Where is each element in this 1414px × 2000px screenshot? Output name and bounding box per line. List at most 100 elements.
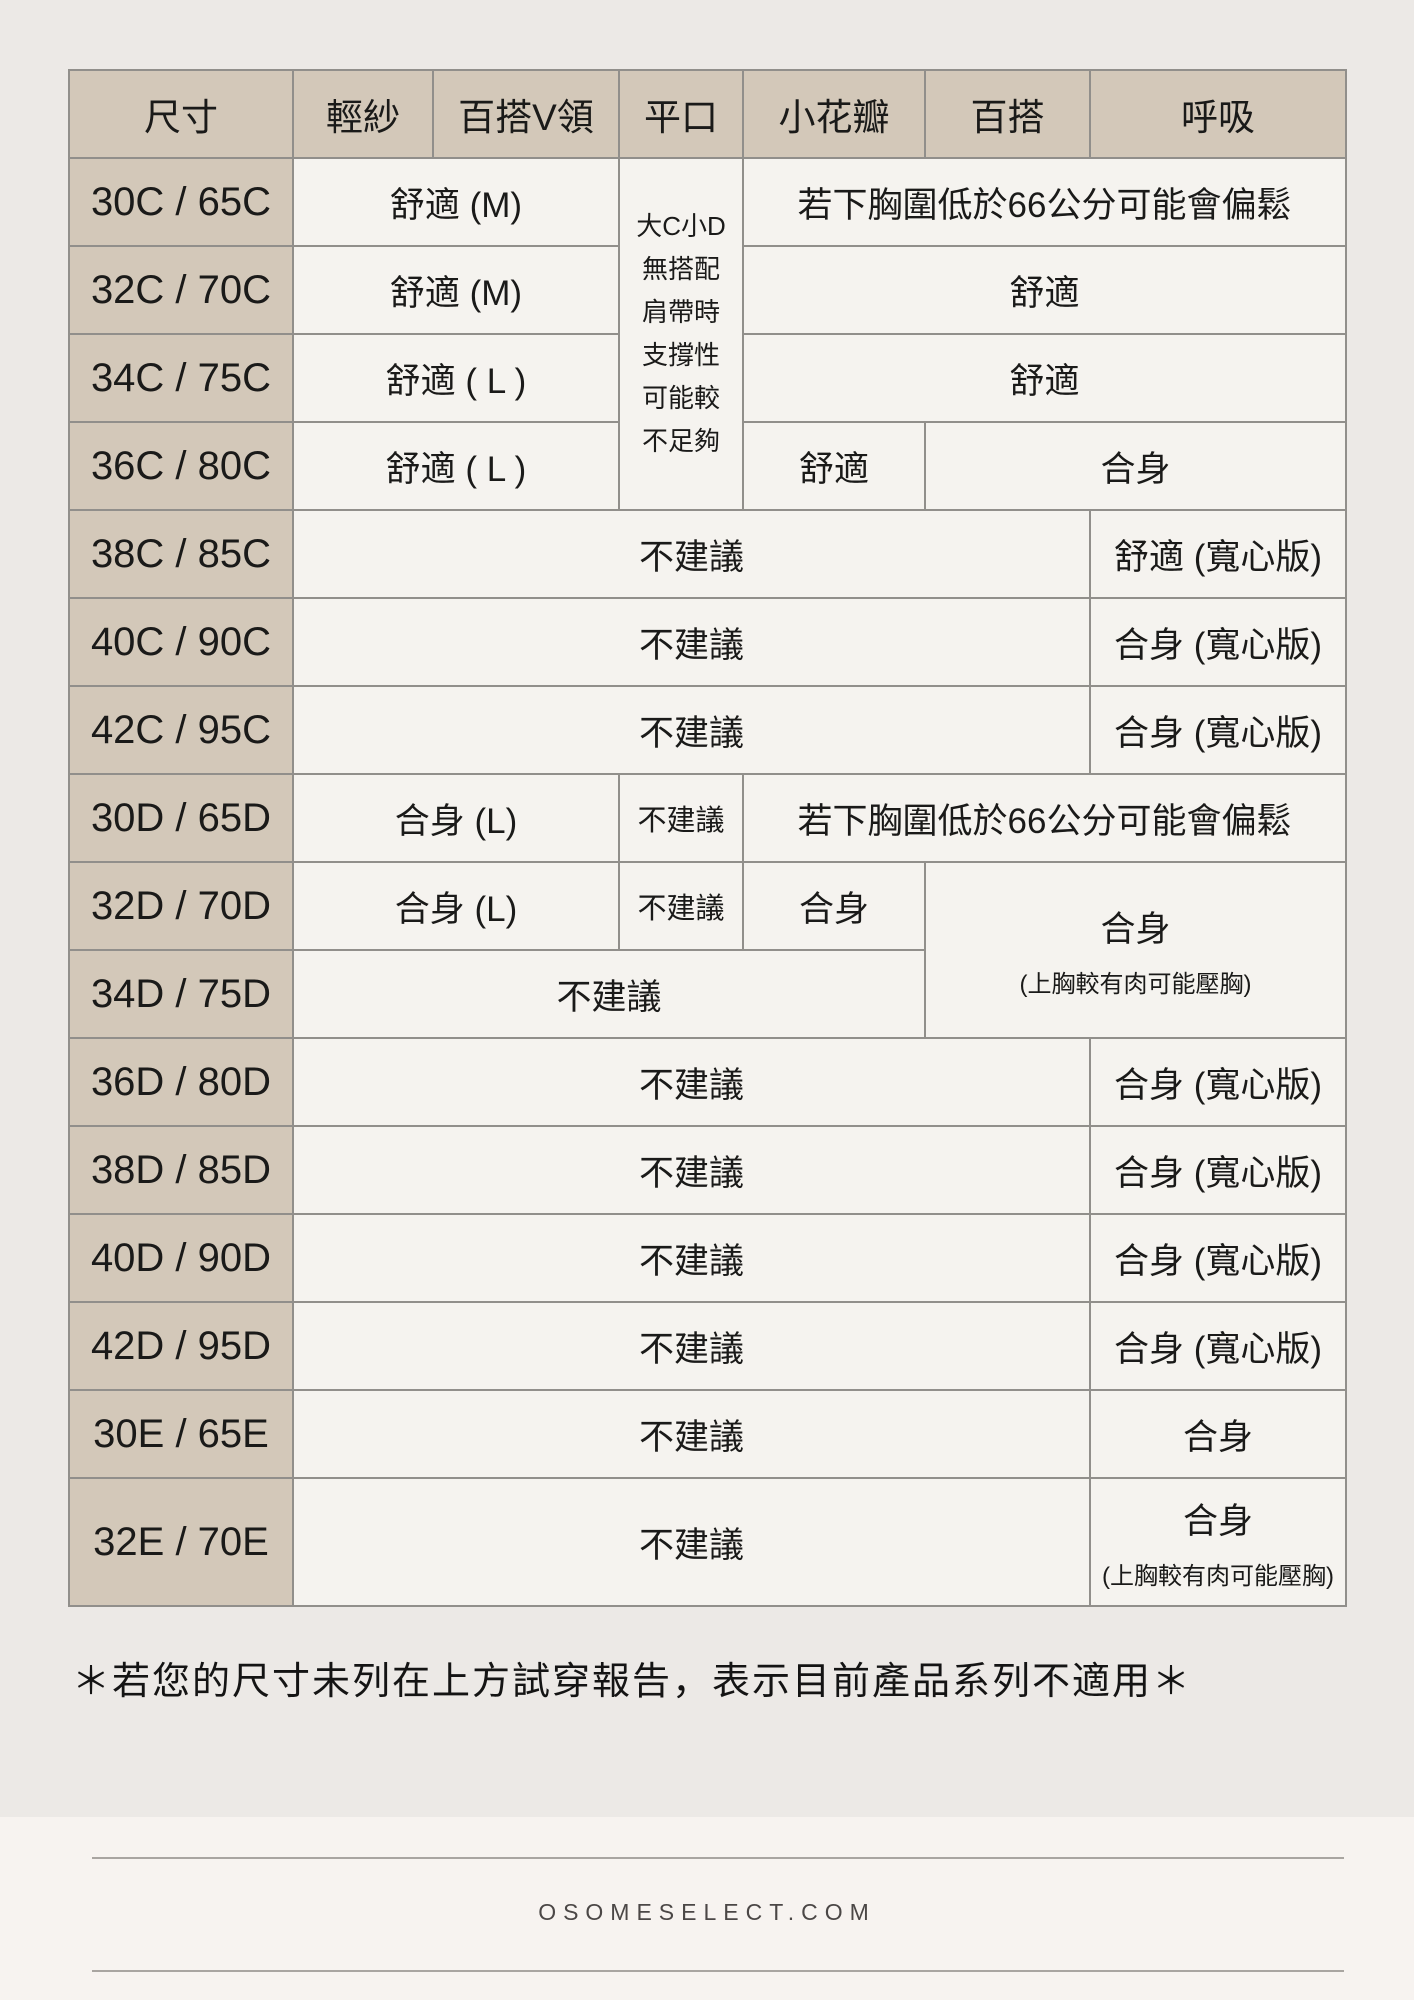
fit-cell: 不建議 <box>292 1213 1091 1303</box>
fit-value: 舒適 (寬心版) <box>1113 537 1323 577</box>
fit-value: 合身 <box>798 889 869 929</box>
table-row-42C-95C: 42C / 95C 不建議 合身 (寬心版) <box>68 685 1347 775</box>
table-row-36D-80D: 36D / 80D 不建議 合身 (寬心版) <box>68 1037 1347 1127</box>
fit-value: 合身 (寬心版) <box>1113 1065 1323 1105</box>
table-row-42D-95D: 42D / 95D 不建議 合身 (寬心版) <box>68 1301 1347 1391</box>
column-header-4: 小花瓣 <box>742 69 926 159</box>
fit-cell: 不建議 <box>292 1477 1091 1607</box>
size-cell: 42D / 95D <box>68 1301 294 1391</box>
footer-divider-bottom <box>92 1970 1344 1972</box>
note-line: 無搭配 <box>641 253 720 284</box>
fit-value-note: (上胸較有肉可能壓胸) <box>1102 1563 1334 1590</box>
fit-cell: 不建議 <box>618 773 744 863</box>
table-row-40D-90D: 40D / 90D 不建議 合身 (寬心版) <box>68 1213 1347 1303</box>
size-cell: 40D / 90D <box>68 1213 294 1303</box>
fit-cell: 合身 (寬心版) <box>1089 685 1347 775</box>
fit-cell: 不建議 <box>292 1037 1091 1127</box>
fit-cell: 合身 <box>1089 1389 1347 1479</box>
fit-value: 合身 (寬心版) <box>1113 713 1323 753</box>
fit-value: 不建議 <box>638 1525 744 1565</box>
fit-cell: 若下胸圍低於66公分可能會偏鬆 <box>742 157 1347 247</box>
fit-cell: 合身 (L) <box>292 861 620 951</box>
fit-cell: 合身 <box>742 861 926 951</box>
fit-value: 不建議 <box>638 1417 744 1457</box>
fit-value: 合身 (寬心版) <box>1113 1329 1323 1369</box>
fit-cell: 不建議 <box>292 1389 1091 1479</box>
fit-cell: 舒適 (M) <box>292 245 620 335</box>
fit-value: 舒適 (M) <box>389 273 523 313</box>
fit-cell: 不建議 <box>292 685 1091 775</box>
fit-cell: 不建議 <box>292 949 926 1039</box>
fit-value: 不建議 <box>638 537 744 577</box>
fit-value: 若下胸圍低於66公分可能會偏鬆 <box>797 185 1292 225</box>
fit-value: 合身 (寬心版) <box>1113 1153 1323 1193</box>
fit-value: 不建議 <box>556 977 662 1017</box>
fit-value: 合身 <box>1182 1417 1253 1457</box>
size-cell: 42C / 95C <box>68 685 294 775</box>
table-row-30E-65E: 30E / 65E 不建議 合身 <box>68 1389 1347 1479</box>
brand-wordmark: OSOMESELECT.COM <box>538 1899 876 1925</box>
table-row-30D-65D: 30D / 65D 合身 (L) 不建議 若下胸圍低於66公分可能會偏鬆 <box>68 773 1347 863</box>
fit-cell: 合身 <box>924 421 1347 511</box>
fit-cell: 不建議 <box>292 1125 1091 1215</box>
fit-value: 舒適 (M) <box>389 185 523 225</box>
fit-value: 舒適 <box>798 449 869 489</box>
fit-value: 合身 (L) <box>394 801 518 841</box>
size-cell: 30E / 65E <box>68 1389 294 1479</box>
table-row-32E-70E: 32E / 70E 不建議 合身 (上胸較有肉可能壓胸) <box>68 1477 1347 1607</box>
fit-cell: 若下胸圍低於66公分可能會偏鬆 <box>742 773 1347 863</box>
fit-value: 合身 <box>1100 910 1171 949</box>
fit-cell: 不建議 <box>618 861 744 951</box>
column-header-1: 輕紗 <box>292 69 434 159</box>
column-header-6: 呼吸 <box>1089 69 1347 159</box>
fit-value: 舒適 ( L ) <box>385 449 527 489</box>
fit-value: 不建議 <box>638 1065 744 1105</box>
fit-cell: 舒適 (M) <box>292 157 620 247</box>
column-header-5: 百搭 <box>924 69 1091 159</box>
fit-value: 合身 (寬心版) <box>1113 1241 1323 1281</box>
table-row-36C-80C: 36C / 80C 舒適 ( L ) 舒適 合身 <box>68 421 1347 511</box>
note-line: 支撐性 <box>641 340 720 370</box>
column-header-2: 百搭V領 <box>432 69 620 159</box>
table-row-32C-70C: 32C / 70C 舒適 (M) 舒適 <box>68 245 1347 335</box>
fit-value: 不建議 <box>638 1153 744 1193</box>
table-row-38C-85C: 38C / 85C 不建議 舒適 (寬心版) <box>68 509 1347 599</box>
fit-cell: 舒適 ( L ) <box>292 333 620 423</box>
fit-value: 不建議 <box>637 893 725 925</box>
size-cell: 36C / 80C <box>68 421 294 511</box>
column-header-0: 尺寸 <box>68 69 294 159</box>
size-cell: 36D / 80D <box>68 1037 294 1127</box>
note-line: 肩帶時 <box>641 296 720 327</box>
fit-cell: 合身 (寬心版) <box>1089 1213 1347 1303</box>
fit-cell: 合身 (寬心版) <box>1089 597 1347 687</box>
fit-value: 不建議 <box>637 805 725 837</box>
note-cell: 大C小D 無搭配肩帶時支撐性可能較不足夠 <box>618 157 744 511</box>
fit-cell: 舒適 (寬心版) <box>1089 509 1347 599</box>
fit-cell: 不建議 <box>292 1301 1091 1391</box>
fit-cell: 不建議 <box>292 509 1091 599</box>
fit-value: 不建議 <box>638 1241 744 1281</box>
size-cell: 32C / 70C <box>68 245 294 335</box>
fit-cell: 合身 (寬心版) <box>1089 1037 1347 1127</box>
fit-value: 合身 (寬心版) <box>1113 625 1323 665</box>
table-row-34C-75C: 34C / 75C 舒適 ( L ) 舒適 <box>68 333 1347 423</box>
note-line: 不足夠 <box>641 426 720 457</box>
fit-cell: 舒適 <box>742 421 926 511</box>
size-cell: 38D / 85D <box>68 1125 294 1215</box>
table-row-30C-65C: 30C / 65C 舒適 (M) 大C小D 無搭配肩帶時支撐性可能較不足夠 若下胸圍低於… <box>68 157 1347 511</box>
note-line: 大C小D <box>636 210 726 241</box>
size-cell: 40C / 90C <box>68 597 294 687</box>
fit-value: 若下胸圍低於66公分可能會偏鬆 <box>797 801 1292 841</box>
fit-value: 舒適 ( L ) <box>385 361 527 401</box>
size-cell: 32D / 70D <box>68 861 294 951</box>
size-cell: 38C / 85C <box>68 509 294 599</box>
fit-cell: 合身 (上胸較有肉可能壓胸) <box>924 861 1347 1039</box>
fit-cell: 舒適 <box>742 245 1347 335</box>
fit-cell: 合身 (寬心版) <box>1089 1301 1347 1391</box>
note-line: 可能較 <box>641 383 720 414</box>
size-cell: 32E / 70E <box>68 1477 294 1607</box>
fit-value: 舒適 <box>1009 361 1080 401</box>
size-cell: 34C / 75C <box>68 333 294 423</box>
size-cell: 30C / 65C <box>68 157 294 247</box>
footnote: ＊若您的尺寸未列在上方試穿報告，表示目前產品系列不適用＊ <box>72 1661 1193 1703</box>
